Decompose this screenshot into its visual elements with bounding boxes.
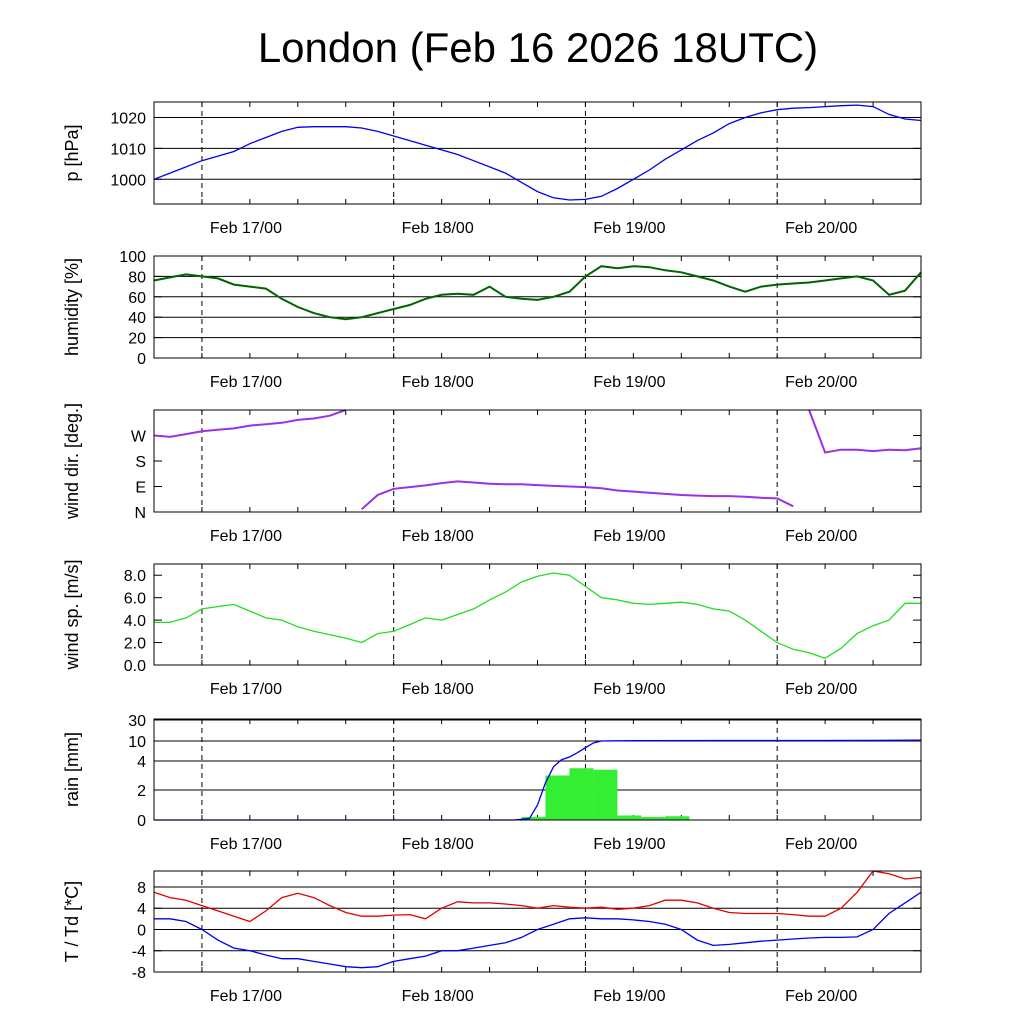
x-tick-label-2-0: Feb 17/00	[210, 528, 282, 545]
x-tick-label-0-1: Feb 18/00	[402, 220, 474, 237]
series-line-4-1	[154, 739, 922, 821]
chart-title: London (Feb 16 2026 18UTC)	[257, 24, 819, 71]
x-tick-label-3-1: Feb 18/00	[402, 681, 474, 698]
y-axis-label-4: rain [mm]	[62, 732, 82, 807]
series-line-5-0	[153, 870, 922, 923]
panel-0: 1000 1010 1020 Feb 17/00 Feb 18/00 Feb 19/00 F…	[62, 101, 922, 237]
panel-frame-3	[153, 563, 922, 666]
y-tick-label-3-2: 4.0	[124, 613, 146, 630]
y-tick-label-5-3: 4	[137, 901, 146, 918]
y-tick-label-0-2: 1020	[110, 110, 146, 127]
series-line-0-0	[153, 104, 922, 201]
x-tick-label-1-0: Feb 17/00	[210, 374, 282, 391]
y-tick-label-3-1: 2.0	[124, 636, 146, 653]
y-axis-label-1: humidity [%]	[62, 258, 82, 356]
series-line-2-0-2	[808, 409, 922, 454]
x-tick-label-5-0: Feb 17/00	[210, 988, 282, 1005]
x-tick-label-2-2: Feb 19/00	[593, 528, 665, 545]
rain-bar-3	[593, 769, 618, 820]
series-line-2-0-0	[153, 409, 347, 438]
y-tick-label-1-1: 20	[128, 331, 146, 348]
rain-bar-1	[545, 775, 570, 820]
x-tick-label-5-2: Feb 19/00	[593, 988, 665, 1005]
x-tick-label-3-0: Feb 17/00	[210, 681, 282, 698]
y-tick-label-1-4: 80	[128, 269, 146, 286]
panel-5: -8 -4 0 4 8 Feb 17/00 Feb 18/00 Feb 19/00 Feb 20…	[62, 870, 922, 1005]
y-tick-label-1-5: 100	[119, 249, 146, 266]
y-axis-label-3: wind sp. [m/s]	[62, 559, 82, 670]
x-tick-label-0-2: Feb 19/00	[593, 220, 665, 237]
panel-frame-4	[153, 718, 922, 821]
panel-4: 0 2 4 10 30 Feb 17/00 Feb 18/00 Feb 19/00 Feb 20…	[62, 713, 922, 853]
y-tick-label-2-3: W	[131, 429, 147, 446]
y-tick-label-5-4: 8	[137, 880, 146, 897]
panel-1: 0 20 40 60 80 100 Feb 17/00 Feb 18/00 Feb 19/00 F…	[62, 249, 922, 391]
series-line-3-0	[154, 572, 921, 660]
y-tick-label-2-2: S	[135, 454, 146, 471]
y-tick-label-4-3: 10	[128, 734, 146, 751]
y-tick-label-0-0: 1000	[110, 172, 146, 189]
x-tick-label-5-3: Feb 20/00	[785, 988, 857, 1005]
panel-3: 0.0 2.0 4.0 6.0 8.0 Feb 17/00 Feb 18/00 Feb 19/…	[62, 559, 922, 698]
y-tick-label-5-2: 0	[137, 922, 146, 939]
x-tick-label-0-3: Feb 20/00	[785, 220, 857, 237]
y-tick-label-4-4: 30	[128, 713, 146, 730]
rain-bar-4	[617, 815, 642, 820]
y-tick-label-2-1: E	[135, 480, 146, 497]
y-tick-label-5-0: -8	[132, 965, 146, 982]
y-tick-label-4-0: 0	[137, 813, 146, 830]
y-tick-label-4-1: 2	[137, 783, 146, 800]
panel-frame-0	[153, 101, 922, 205]
y-tick-label-3-3: 6.0	[124, 591, 146, 608]
y-tick-label-3-0: 0.0	[124, 658, 146, 675]
panel-frame-2	[153, 409, 922, 513]
series-line-2-0-1	[361, 480, 794, 510]
y-tick-label-1-3: 60	[128, 290, 146, 307]
panel-frame-5	[153, 870, 922, 973]
panel-frame-1	[153, 255, 922, 359]
x-tick-label-1-3: Feb 20/00	[785, 374, 857, 391]
x-tick-label-4-2: Feb 19/00	[593, 836, 665, 853]
x-tick-label-3-2: Feb 19/00	[593, 681, 665, 698]
x-tick-label-1-1: Feb 18/00	[402, 374, 474, 391]
y-tick-label-1-2: 40	[128, 310, 146, 327]
y-tick-label-5-1: -4	[132, 944, 146, 961]
x-tick-label-2-3: Feb 20/00	[785, 528, 857, 545]
x-tick-label-3-3: Feb 20/00	[785, 681, 857, 698]
x-tick-label-5-1: Feb 18/00	[402, 988, 474, 1005]
rain-bar-5	[641, 817, 666, 820]
series-line-5-1	[154, 891, 922, 969]
y-tick-label-2-0: N	[134, 505, 146, 522]
x-tick-label-4-3: Feb 20/00	[785, 836, 857, 853]
y-tick-label-4-2: 4	[137, 754, 146, 771]
rain-bar-2	[569, 768, 594, 820]
y-tick-label-0-1: 1010	[110, 141, 146, 158]
x-tick-label-4-1: Feb 18/00	[402, 836, 474, 853]
x-tick-label-0-0: Feb 17/00	[210, 220, 282, 237]
y-tick-label-3-4: 8.0	[124, 568, 146, 585]
series-line-1-0	[153, 265, 922, 321]
x-tick-label-2-1: Feb 18/00	[402, 528, 474, 545]
y-axis-label-2: wind dir. [deg.]	[62, 403, 82, 520]
rain-bar-6	[665, 816, 690, 820]
y-axis-label-5: T / Td [*C]	[62, 881, 82, 962]
x-tick-label-4-0: Feb 17/00	[210, 836, 282, 853]
rain-bar-0	[521, 817, 546, 820]
y-axis-label-0: p [hPa]	[62, 124, 82, 181]
x-tick-label-1-2: Feb 19/00	[593, 374, 665, 391]
y-tick-label-1-0: 0	[137, 351, 146, 368]
